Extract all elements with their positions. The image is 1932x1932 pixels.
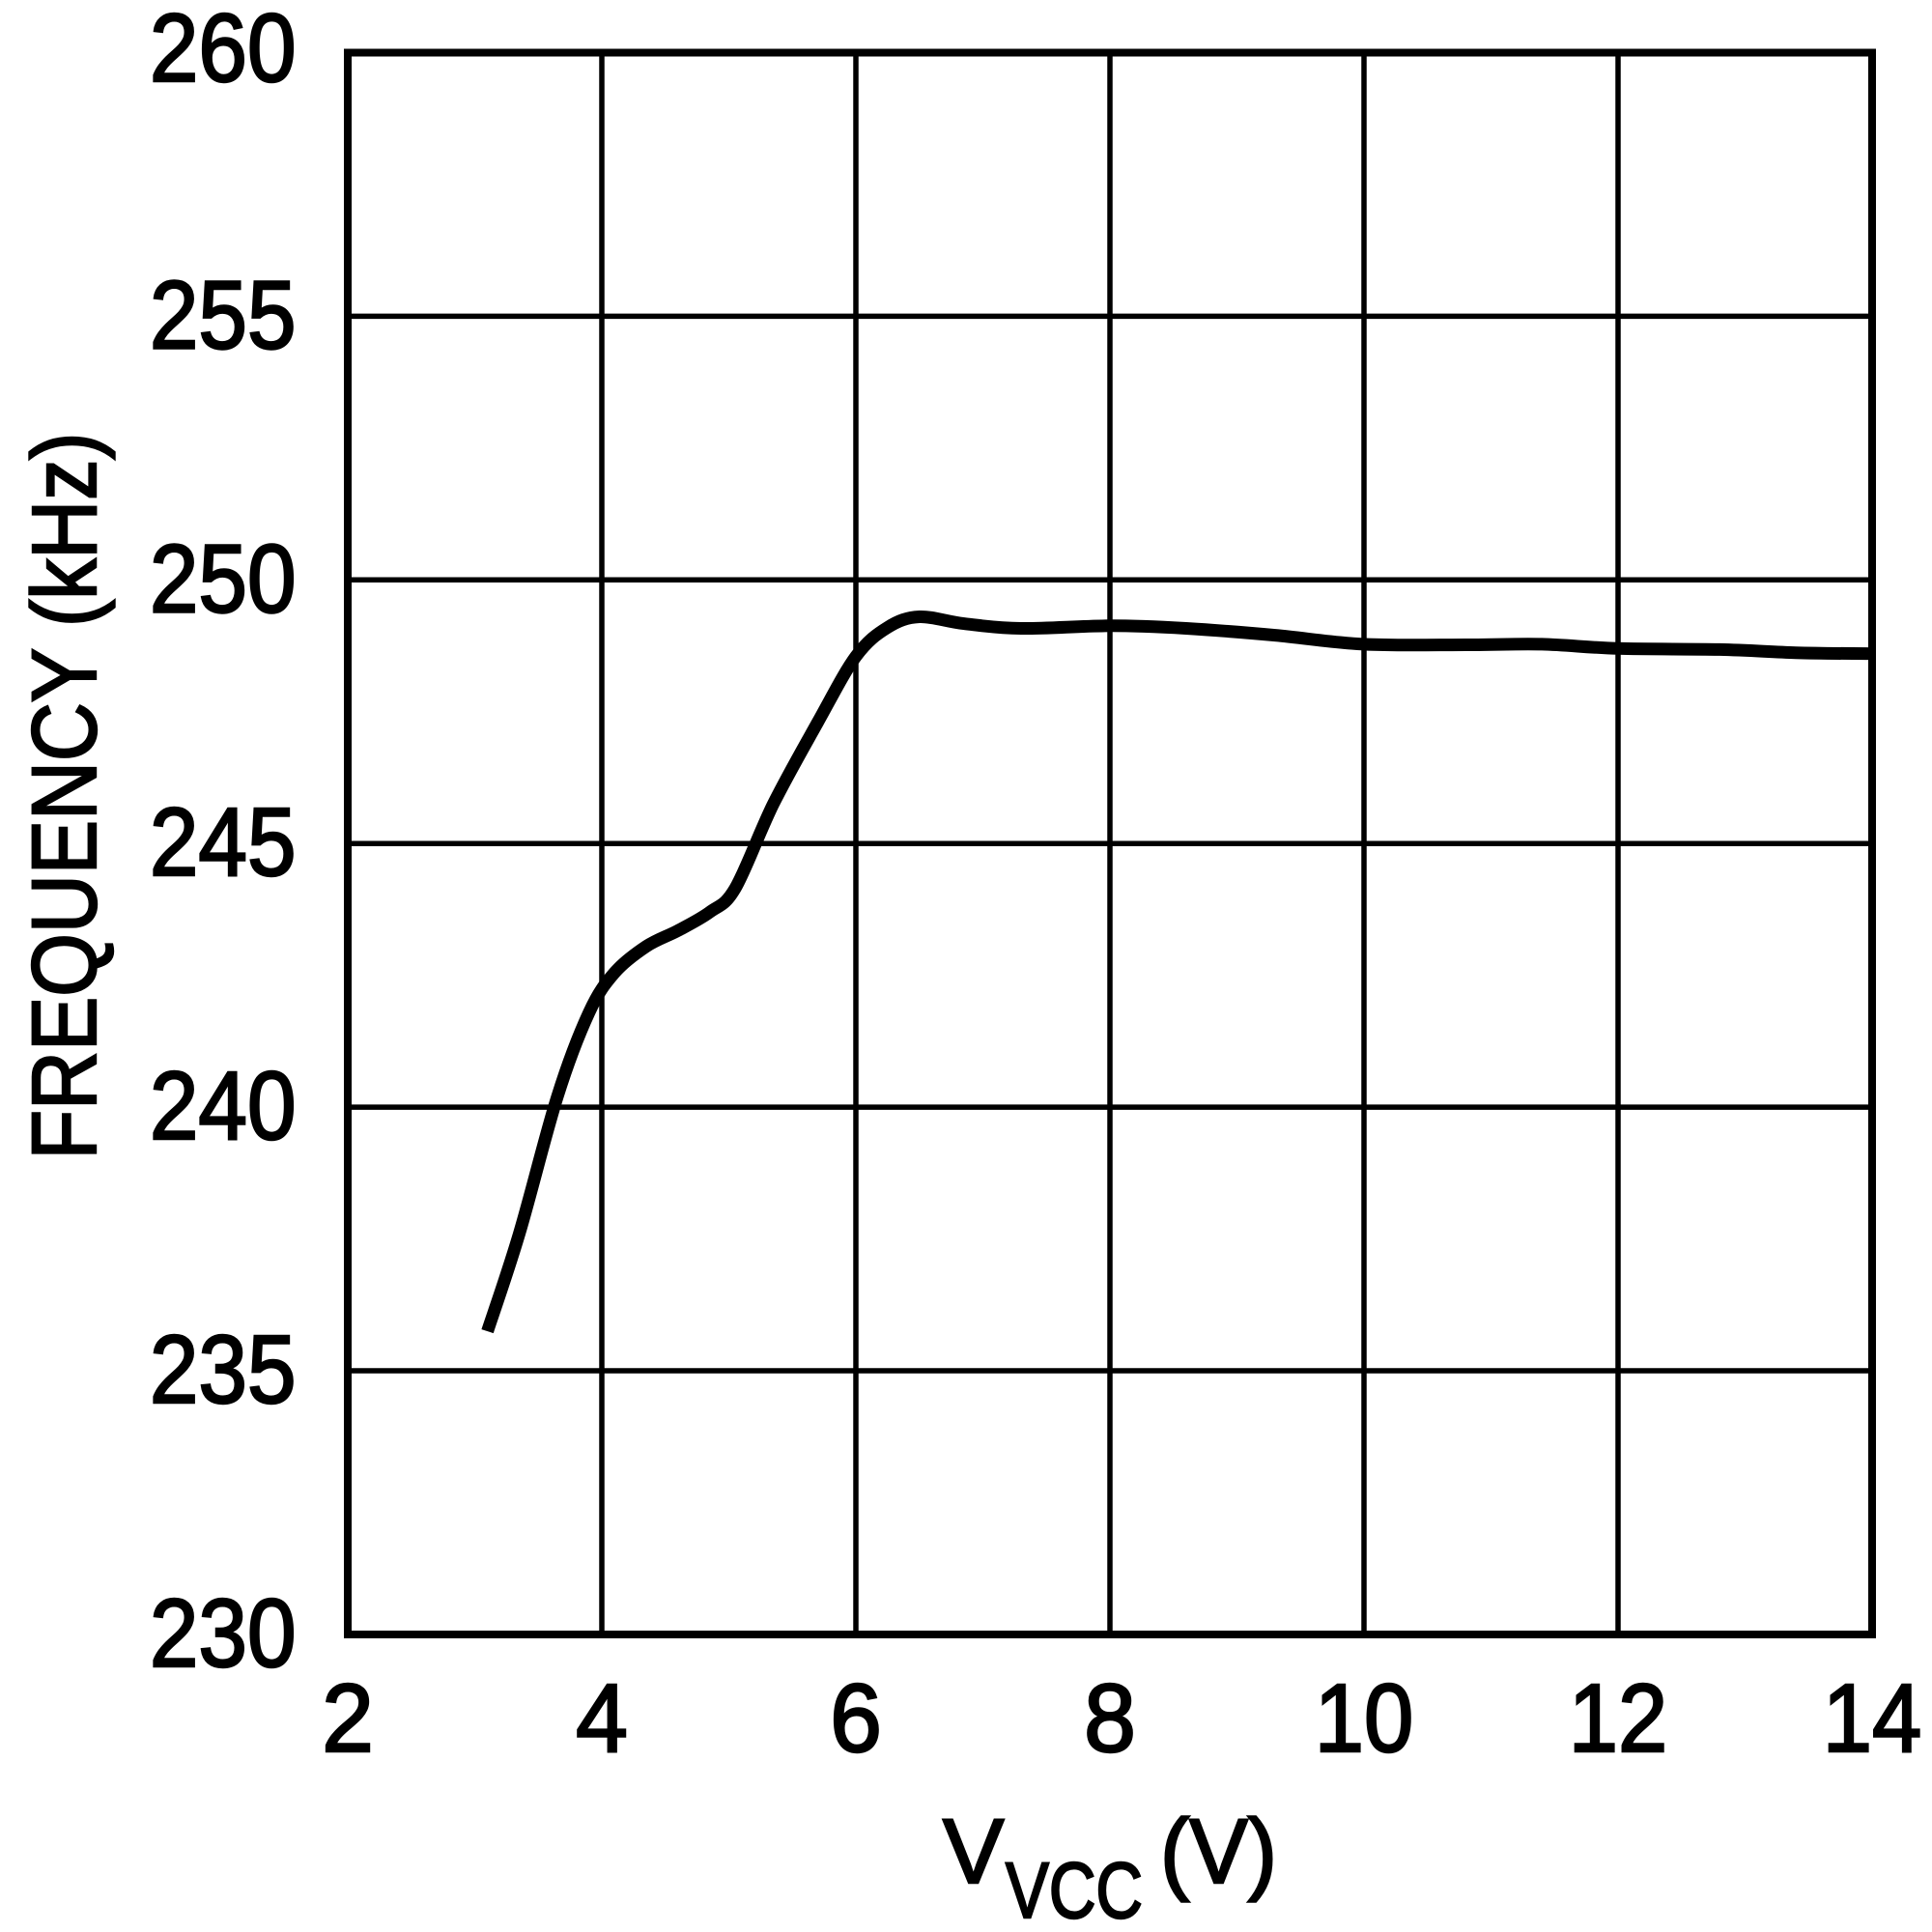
svg-text:245: 245 <box>150 788 297 896</box>
svg-text:10: 10 <box>1315 1664 1414 1773</box>
svg-text:14: 14 <box>1823 1664 1922 1773</box>
svg-text:260: 260 <box>150 0 297 102</box>
svg-text:235: 235 <box>150 1316 297 1424</box>
svg-text:2: 2 <box>322 1664 374 1773</box>
svg-text:6: 6 <box>830 1664 882 1773</box>
svg-text:230: 230 <box>150 1579 297 1688</box>
svg-text:FREQUENCY (kHz): FREQUENCY (kHz) <box>14 433 116 1160</box>
svg-text:4: 4 <box>576 1664 628 1773</box>
svg-text:240: 240 <box>150 1052 297 1160</box>
svg-text:VCC: VCC <box>1006 1847 1143 1932</box>
svg-text:12: 12 <box>1569 1664 1668 1773</box>
svg-text:V: V <box>943 1801 1004 1903</box>
svg-text:250: 250 <box>150 525 297 633</box>
svg-text:8: 8 <box>1084 1664 1136 1773</box>
svg-text:(V): (V) <box>1160 1801 1277 1903</box>
svg-text:255: 255 <box>150 261 297 369</box>
